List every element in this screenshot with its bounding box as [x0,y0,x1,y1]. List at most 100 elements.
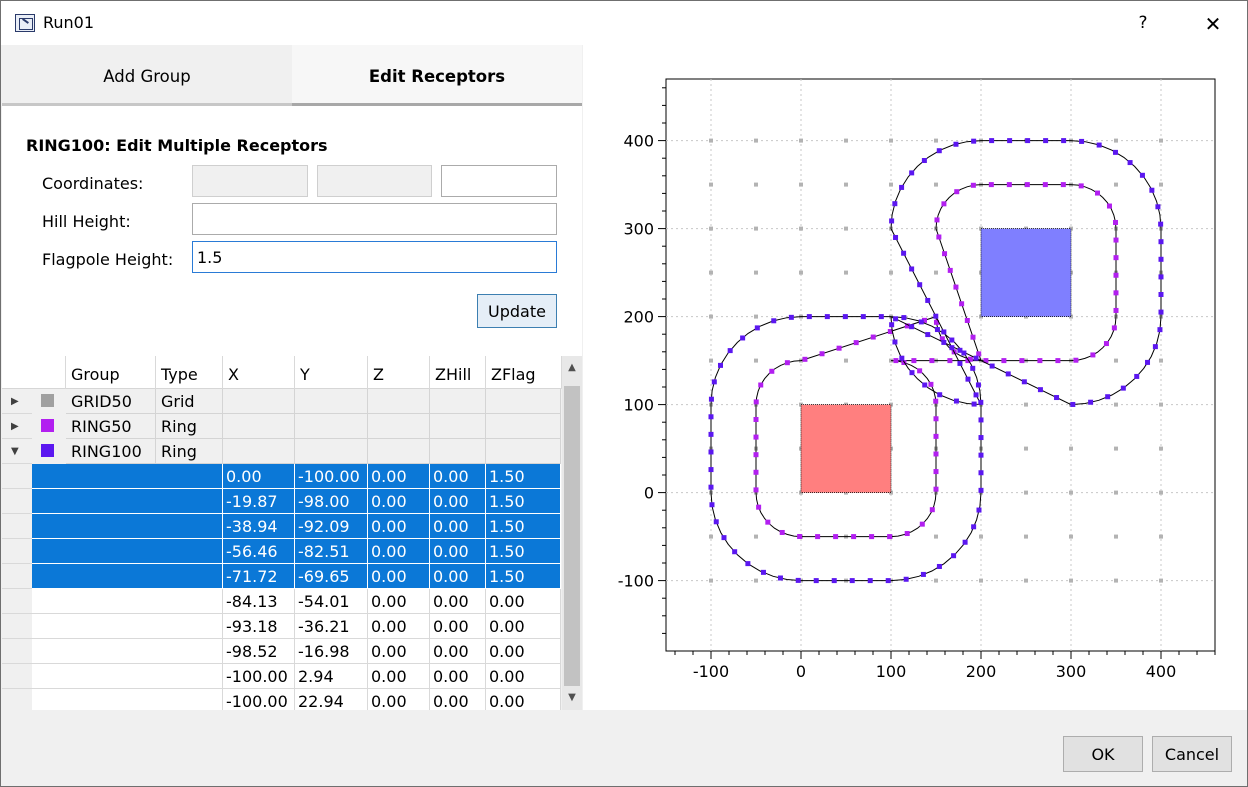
cancel-button[interactable]: Cancel [1152,736,1232,772]
cell-zhill: 0.00 [430,539,486,564]
ring100-point [962,539,968,545]
cell-y: 22.94 [295,689,368,710]
tab-add-group[interactable]: Add Group [2,45,292,106]
header-x[interactable]: X [223,356,295,389]
ring100-point [978,470,984,476]
receptor-table: Group Type X Y Z ZHill ZFlag ▶ GRID50 Grid… [2,356,582,710]
x-tick-label: 200 [966,662,997,681]
header-z[interactable]: Z [368,356,430,389]
table-row[interactable]: -19.87 -98.00 0.00 0.00 1.50 [2,489,561,514]
tab-edit-receptors[interactable]: Edit Receptors [292,45,582,106]
scroll-up-icon[interactable]: ▲ [568,362,576,373]
scrollbar-thumb[interactable] [564,386,580,686]
table-row[interactable]: 0.00 -100.00 0.00 0.00 1.50 [2,464,561,489]
ring50-point [833,534,839,540]
header-y[interactable]: Y [295,356,368,389]
ring100-point [970,365,976,371]
ring50-point [753,469,759,475]
grid-receptor-point [1069,578,1073,583]
receptor-plot[interactable]: -100 0 100 200 300 400 400 300 200 100 0 -100 [583,45,1247,710]
header-zhill[interactable]: ZHill [430,356,486,389]
grid-receptor-point [844,182,848,187]
table-row[interactable]: -100.00 2.94 0.00 0.00 0.00 [2,664,561,689]
table-row[interactable]: -56.46 -82.51 0.00 0.00 1.50 [2,539,561,564]
table-row[interactable]: -38.94 -92.09 0.00 0.00 1.50 [2,514,561,539]
table-row[interactable]: -100.00 22.94 0.00 0.00 0.00 [2,689,561,710]
header-group[interactable]: Group [66,356,156,389]
group-row-ring50[interactable]: ▶ RING50 Ring [2,414,561,439]
cell-group [32,514,223,539]
row-gutter [2,489,32,514]
x-tick-label: 0 [796,662,806,681]
coordinate-z-field[interactable] [441,165,557,197]
grid-receptor-point [709,534,713,539]
help-button[interactable]: ? [1138,13,1148,33]
ring100-point [918,319,924,325]
grid-receptor-point [1024,534,1028,539]
ring50-point [964,317,970,323]
cell-z: 0.00 [368,539,430,564]
grid-receptor-point [709,226,713,231]
table-scrollbar[interactable]: ▲ ▼ [562,356,582,710]
grid-receptor-point [979,534,983,539]
coordinate-x-field[interactable] [192,165,308,197]
close-button[interactable]: ✕ [1204,12,1222,36]
ring100-point [957,347,963,353]
expand-arrow-icon[interactable]: ▶ [11,396,19,407]
grid-receptor-point [1114,534,1118,539]
ring50-point [779,529,785,535]
ring100-point [708,449,714,455]
ring50-point [765,519,771,525]
ring50-point [1106,203,1112,209]
collapse-arrow-icon[interactable]: ▼ [11,446,19,457]
ok-button[interactable]: OK [1063,736,1143,772]
group-row-grid50[interactable]: ▶ GRID50 Grid [2,389,561,414]
header-zflag[interactable]: ZFlag [486,356,562,389]
cell-x [223,414,295,439]
table-row[interactable]: -93.18 -36.21 0.00 0.00 0.00 [2,614,561,639]
table-row[interactable]: -84.13 -54.01 0.00 0.00 0.00 [2,589,561,614]
grid-receptor-point [709,578,713,583]
grid-receptor-point [709,270,713,275]
ring100-point [1139,172,1145,178]
cell-y [295,414,368,439]
ring50-point [1113,255,1119,261]
hill-height-field[interactable] [192,203,557,235]
grid-receptor-point [799,226,803,231]
table-row[interactable]: -98.52 -16.98 0.00 0.00 0.00 [2,639,561,664]
ring100-point [920,571,926,577]
ring100-point [892,339,898,345]
ring50-point [1042,182,1048,188]
cell-x: -71.72 [223,564,295,589]
ring50-point [933,433,939,439]
scroll-down-icon[interactable]: ▼ [568,692,576,703]
ring50-point [1113,290,1119,296]
ring50-point [1090,352,1096,358]
cell-zhill: 0.00 [430,689,486,710]
ring100-point [709,502,715,508]
cell-group [32,464,223,489]
table-row[interactable]: -71.72 -69.65 0.00 0.00 1.50 [2,564,561,589]
group-row-ring100[interactable]: ▼ RING100 Ring [2,439,561,464]
ring50-point [853,340,859,346]
expand-arrow-icon[interactable]: ▶ [11,421,19,432]
ring100-point [989,138,995,144]
ring50-point [942,251,948,257]
ring100-point [708,484,714,490]
ring50-point [947,358,953,364]
ring50-point [819,351,825,357]
header-type[interactable]: Type [156,356,223,389]
cell-x: -100.00 [223,664,295,689]
ring50-point [919,521,925,527]
cell-zflag: 1.50 [486,464,561,489]
grid-receptor-point [754,578,758,583]
row-gutter [2,514,32,539]
coordinate-y-field[interactable] [317,165,432,197]
ring50-point [753,487,759,493]
update-button[interactable]: Update [477,294,557,328]
grid-receptor-point [934,270,938,275]
flagpole-height-field[interactable] [192,241,557,273]
cell-x: 0.00 [223,464,295,489]
grid-receptor-point [889,138,893,143]
grid-receptor-point [1069,534,1073,539]
